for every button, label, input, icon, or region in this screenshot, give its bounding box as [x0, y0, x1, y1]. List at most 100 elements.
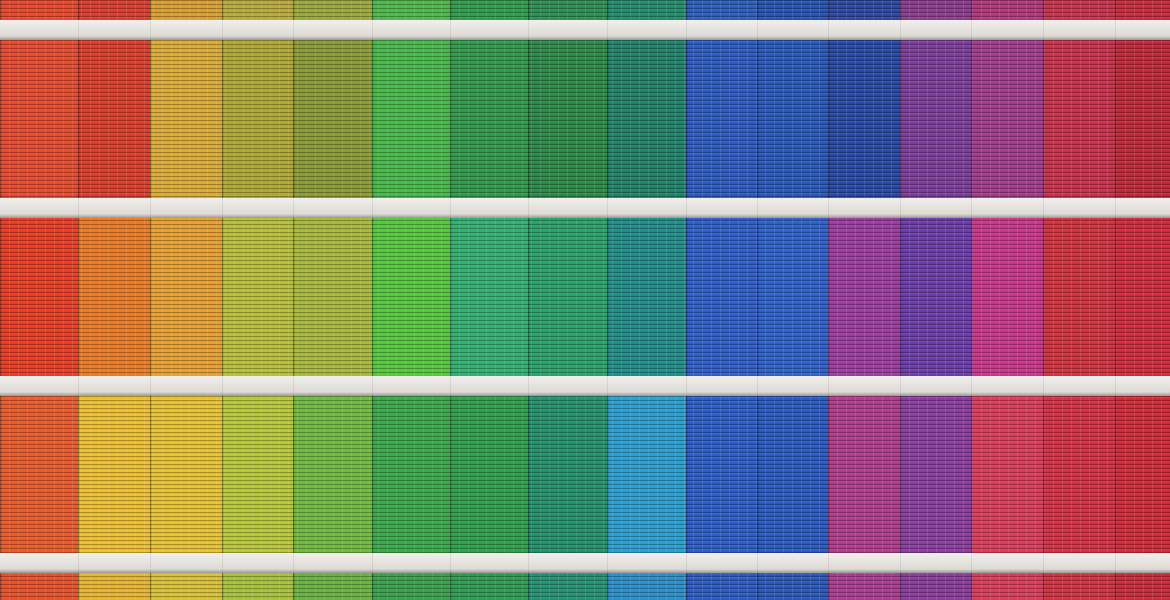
panel-seam [528, 573, 530, 600]
floor-bands [0, 20, 1170, 573]
panel-seam [450, 40, 452, 198]
blind-cords [686, 396, 757, 553]
blind-cords [971, 0, 1043, 20]
band-joint [372, 198, 373, 218]
panel-seam [293, 396, 295, 553]
band-joint [900, 376, 901, 396]
panel-seam [0, 40, 2, 198]
band-joint [900, 553, 901, 573]
blind-cords [971, 396, 1043, 553]
panel-seam [1043, 0, 1045, 20]
panel-seam [150, 0, 152, 20]
blind-cords [150, 573, 222, 600]
panel-seam [528, 0, 530, 20]
blind-cords [828, 396, 900, 553]
panel-seam [757, 573, 759, 600]
band-joint [828, 376, 829, 396]
panel-seam [757, 40, 759, 198]
panel-seam [222, 0, 224, 20]
band-joint [828, 553, 829, 573]
blind-cords [757, 218, 828, 376]
panel-seam [78, 573, 80, 600]
band-joint [607, 553, 608, 573]
panel-seam [757, 218, 759, 376]
band-joint [528, 198, 529, 218]
panel-seam [0, 396, 2, 553]
band-joint [686, 20, 687, 40]
blind-cords [686, 573, 757, 600]
band-joint [971, 376, 972, 396]
panel-seam [1115, 396, 1117, 553]
panel-seam [0, 0, 2, 20]
band-joint [222, 198, 223, 218]
blind-cords [78, 573, 150, 600]
blind-cords [1043, 0, 1115, 20]
blind-cords [828, 573, 900, 600]
panel-seam [372, 0, 374, 20]
band-joint [1043, 198, 1044, 218]
band-joint [372, 376, 373, 396]
panel-seam [1043, 40, 1045, 198]
panel-seam [900, 0, 902, 20]
band-joint [528, 376, 529, 396]
floor-band [0, 198, 1170, 218]
blind-cords [78, 396, 150, 553]
band-joint [450, 376, 451, 396]
panel-seam [222, 218, 224, 376]
band-joint [293, 376, 294, 396]
panel-seam [0, 573, 2, 600]
band-joint [686, 198, 687, 218]
panel-seam [971, 40, 973, 198]
panel-seam [1043, 573, 1045, 600]
blind-cords [372, 40, 450, 198]
blind-cords [78, 40, 150, 198]
blind-cords [222, 396, 293, 553]
blind-cords [686, 0, 757, 20]
panel-seam [1115, 218, 1117, 376]
blind-cords [222, 40, 293, 198]
floor-band [0, 376, 1170, 396]
band-joint [150, 376, 151, 396]
band-joint [607, 198, 608, 218]
blind-cords [900, 396, 971, 553]
panel-seam [528, 40, 530, 198]
band-joint [828, 198, 829, 218]
panel-seam [372, 40, 374, 198]
band-joint [757, 198, 758, 218]
band-joint [1115, 553, 1116, 573]
panel-seam [828, 0, 830, 20]
blind-cords [1115, 0, 1170, 20]
band-joint [828, 20, 829, 40]
band-joint [222, 553, 223, 573]
panel-seam [607, 218, 609, 376]
blind-cords [828, 218, 900, 376]
blind-cords [222, 218, 293, 376]
panel-seam [0, 218, 2, 376]
blind-cords [528, 218, 607, 376]
blind-cords [900, 0, 971, 20]
panel-seam [150, 40, 152, 198]
band-joint [757, 20, 758, 40]
band-joint [1043, 20, 1044, 40]
blind-cords [1043, 396, 1115, 553]
panel-seam [78, 0, 80, 20]
panel-seam [1115, 40, 1117, 198]
blind-cords [150, 0, 222, 20]
panel-seam [528, 218, 530, 376]
blind-cords [900, 573, 971, 600]
panel-seam [686, 396, 688, 553]
panel-seam [971, 573, 973, 600]
panel-seam [686, 0, 688, 20]
blind-cords [78, 218, 150, 376]
panel-seam [971, 218, 973, 376]
blind-cords [0, 396, 78, 553]
blind-cords [607, 396, 686, 553]
band-joint [607, 20, 608, 40]
panel-seam [372, 573, 374, 600]
band-joint [686, 553, 687, 573]
band-joint [222, 376, 223, 396]
panel-seam [828, 40, 830, 198]
blind-cords [971, 573, 1043, 600]
panel-seam [828, 573, 830, 600]
